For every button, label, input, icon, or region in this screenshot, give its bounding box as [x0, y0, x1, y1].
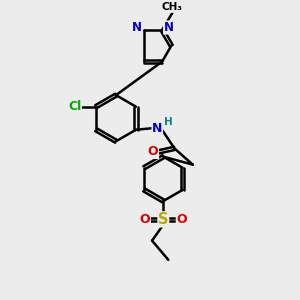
Text: O: O	[176, 213, 187, 226]
Text: O: O	[140, 213, 150, 226]
Text: N: N	[164, 21, 174, 34]
Text: S: S	[158, 212, 169, 227]
Text: CH₃: CH₃	[162, 2, 183, 12]
Text: H: H	[164, 117, 173, 127]
Text: N: N	[132, 21, 142, 34]
Text: N: N	[152, 122, 162, 135]
Text: O: O	[148, 146, 158, 158]
Text: Cl: Cl	[68, 100, 81, 113]
